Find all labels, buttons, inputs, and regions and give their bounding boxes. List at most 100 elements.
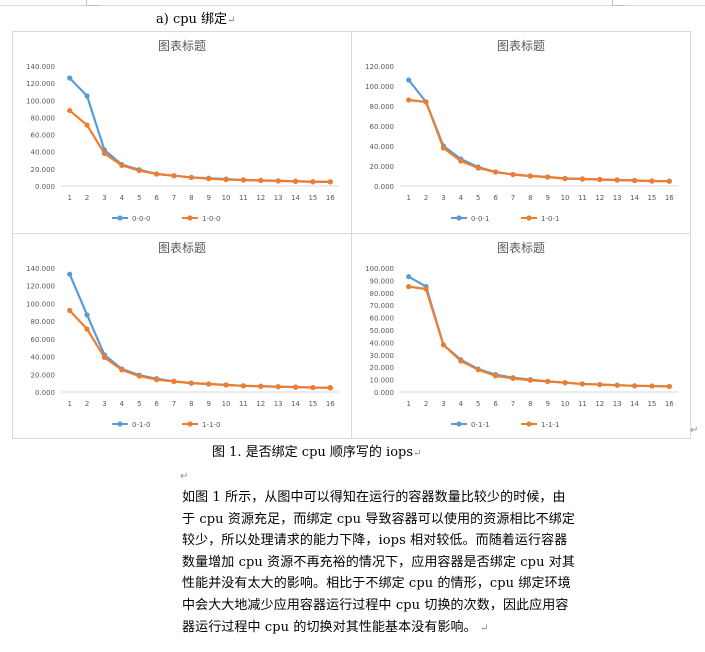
ruler-indent-marker[interactable] [86,0,99,6]
data-point [510,171,516,178]
line-chart-1[interactable]: 图表标题 0.000 20.000 40.000 60.000 80.000 100.000… [13,32,351,232]
y-tick-label: 100.000 [365,265,394,273]
data-point [84,312,90,318]
x-tick-label: 6 [493,194,498,202]
y-tick-label: 0.000 [374,389,394,397]
paragraph-line: 中会大大地减少应用容器运行过程中 cpu 切换的次数，因此应用容 [182,597,569,613]
x-tick-label: 11 [239,400,248,408]
data-point [510,375,516,381]
y-tick-label: 120.000 [26,283,55,291]
chart-panel-3[interactable]: 图表标题 0.000 20.000 40.000 60.000 80.000 100.000… [13,234,351,438]
chart-title: 图表标题 [158,39,206,53]
line-chart-2[interactable]: 图表标题 0.000 20.000 40.000 60.000 80.000 100.000… [352,32,690,232]
y-tick-label: 20.000 [370,163,395,171]
data-point [545,378,551,385]
x-tick-label: 10 [222,400,231,408]
legend-label: 1-1-0 [202,421,220,429]
y-tick-label: 60.000 [31,336,56,344]
x-tick-label: 15 [647,194,656,202]
chart-panel-2[interactable]: 图表标题 0.000 20.000 40.000 60.000 80.000 100.000… [352,32,690,232]
data-point [597,176,603,183]
x-tick-label: 15 [308,400,317,408]
y-tick-label: 60.000 [370,315,395,323]
x-tick-label: 9 [545,400,549,408]
series-line-0-0-0 [68,77,331,183]
y-tick-label: 80.000 [31,114,56,122]
line-chart-3[interactable]: 图表标题 0.000 20.000 40.000 60.000 80.000 100.000… [13,234,351,438]
data-point [119,162,125,169]
series-line-1-1-0 [68,309,331,389]
data-point [666,178,672,184]
y-tick-label: 140.000 [26,63,55,71]
data-point [475,165,481,171]
data-point [492,169,499,175]
x-tick-label: 14 [291,194,300,202]
x-tick-label: 6 [154,194,159,202]
data-point [275,384,281,390]
x-tick-label: 10 [222,194,231,202]
x-tick-label: 6 [154,400,159,408]
data-point [223,176,229,183]
data-point [666,383,672,390]
paragraph-line: 如图 1 所示，从图中可以得知在运行的容器数量比较少的时候，由 [182,490,566,505]
paragraph-mark-icon: ↵ [476,622,489,634]
chart-panel-1[interactable]: 图表标题 0.000 20.000 40.000 60.000 80.000 100.000… [13,32,351,232]
x-tick-label: 3 [441,194,445,202]
chart-title: 图表标题 [497,39,545,53]
data-point [562,380,568,386]
legend-label: 0-1-1 [471,421,489,429]
series-line-0-0-1 [407,79,670,183]
x-tick-label: 5 [476,194,480,202]
data-point [206,381,212,387]
ruler-right-marker[interactable] [612,0,625,6]
data-point [67,75,73,81]
section-heading: a) cpu 绑定↵ [156,8,235,27]
data-point [119,367,125,373]
line-chart-4[interactable]: 图表标题 0.000 10.000 20.000 30.000 40.000 50.000 6… [352,234,690,438]
data-point [579,381,586,387]
paragraph-mark-icon: ↵ [413,448,422,459]
y-tick-label: 90.000 [370,277,395,285]
data-point [440,342,447,348]
data-point [649,383,655,389]
x-tick-label: 14 [291,400,300,408]
chart-divider-horizontal [13,233,690,234]
data-point [310,384,316,391]
data-point [440,145,447,151]
paragraph-mark-icon: ↵ [690,425,699,436]
x-tick-label: 4 [120,400,125,408]
x-tick-label: 11 [578,194,587,202]
x-tick-label: 12 [595,400,604,408]
y-tick-label: 60.000 [370,123,395,131]
data-point [423,99,429,105]
x-tick-label: 10 [561,194,570,202]
data-point [423,286,429,292]
data-point [171,378,177,384]
data-point [240,383,247,389]
legend-label: 0-1-0 [132,421,150,429]
legend-swatch-marker [456,215,462,221]
data-point [223,382,229,388]
x-tick-label: 1 [67,400,71,408]
y-tick-label: 100.000 [26,300,55,308]
x-tick-label: 4 [120,194,125,202]
x-tick-label: 8 [189,194,193,202]
data-point [527,377,533,383]
chart-title: 图表标题 [158,241,206,255]
chart-panel-4[interactable]: 图表标题 0.000 10.000 20.000 30.000 40.000 50.000 6… [352,234,690,438]
data-point [579,176,586,182]
legend-label: 1-0-1 [541,215,559,223]
series-line-1-1-1 [408,285,670,388]
paragraph-line: 较少，所以处理请求的能力下降，iops 相对较低。而随着运行容器 [182,533,568,549]
y-tick-label: 0.000 [374,183,394,191]
figure-caption-text: 图 1. 是否绑定 cpu 顺序写的 iops [212,445,414,460]
y-tick-label: 40.000 [31,149,56,157]
legend-swatch-marker [526,215,532,221]
x-tick-label: 4 [459,194,464,202]
legend-swatch-marker [187,215,193,221]
data-point [406,274,412,280]
data-point [475,367,481,373]
y-tick-label: 70.000 [370,302,395,310]
legend-swatch-marker [187,421,193,427]
chart-grid[interactable]: 图表标题 0.000 20.000 40.000 60.000 80.000 100.000… [12,31,691,439]
